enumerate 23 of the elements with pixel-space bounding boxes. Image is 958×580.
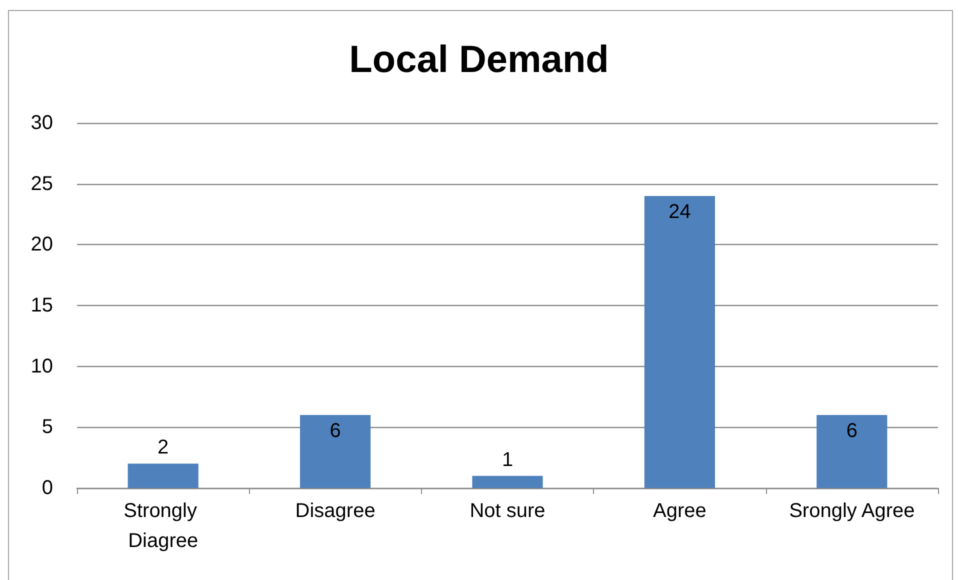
chart-title: Local Demand [349,39,609,81]
x-tick-label: Strongly Diagree [124,500,203,552]
y-tick-label: 5 [42,416,53,438]
bar [644,196,715,488]
data-label: 24 [668,201,691,223]
y-tick-label: 10 [30,355,53,378]
bar [300,415,371,488]
y-tick-label: 0 [42,477,53,499]
x-tick-label: Not sure [470,500,546,522]
bar [128,464,198,488]
data-label: 1 [502,448,514,471]
bar [472,476,543,488]
data-label: 6 [846,420,858,442]
y-tick-label: 15 [30,294,53,316]
x-tick-label: Agree [653,500,706,522]
y-tick-label: 20 [30,234,53,256]
bar [816,415,888,488]
data-label: 6 [330,420,341,442]
x-tick-label: Srongly Agree [789,500,915,522]
data-label: 2 [158,436,169,459]
x-tick-label: Disagree [295,500,376,522]
y-tick-label: 30 [30,112,53,134]
y-tick-label: 25 [30,172,53,195]
